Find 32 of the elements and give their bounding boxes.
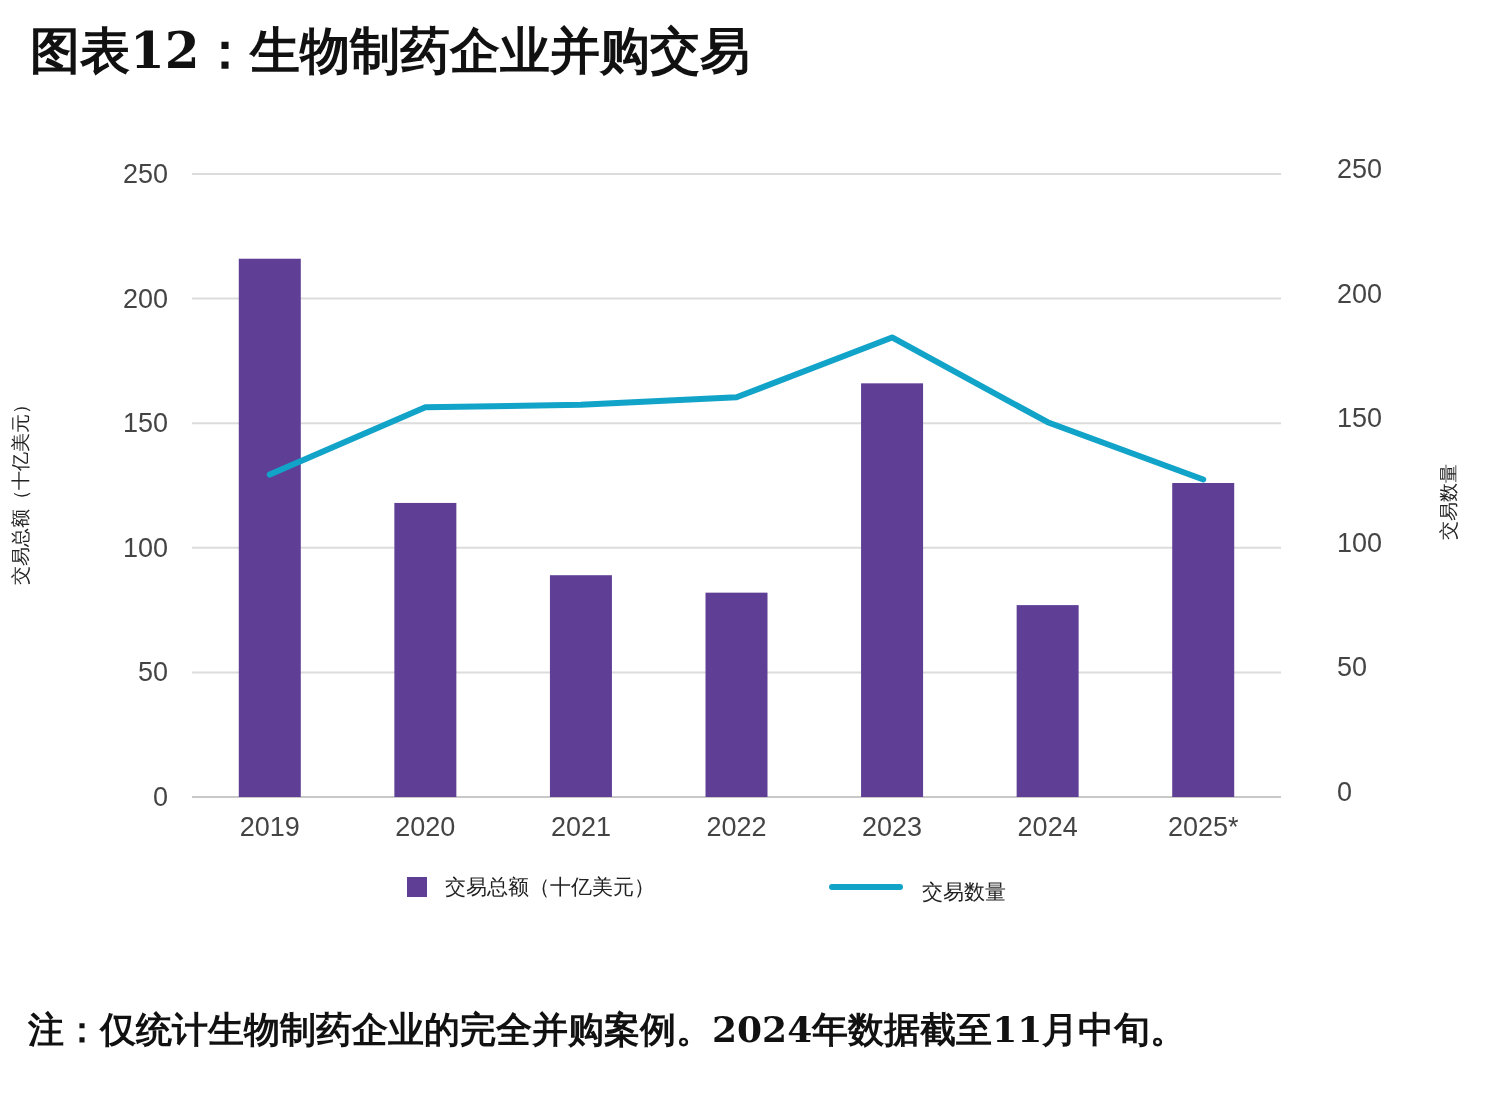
x-tick-label: 2019	[239, 812, 300, 842]
y2-tick-label: 200	[1337, 278, 1383, 309]
y2-tick-label: 150	[1337, 403, 1383, 434]
x-tick-label: 2024	[1017, 812, 1078, 842]
y2-tick-label: 250	[1337, 154, 1383, 184]
y-axis-title: 交易总额（十亿美元）	[10, 395, 31, 585]
y-tick-label: 200	[122, 283, 168, 314]
y2-axis-title: 交易数量	[1438, 464, 1459, 540]
bar	[238, 258, 301, 797]
bar	[1172, 483, 1235, 797]
y-tick-label: 100	[122, 532, 168, 563]
legend-label: 交易数量	[922, 880, 1006, 903]
bar	[394, 502, 457, 797]
bar	[861, 383, 924, 797]
x-tick-label: 2025*	[1167, 812, 1239, 842]
legend-label: 交易总额（十亿美元）	[445, 875, 655, 898]
x-tick-label: 2022	[706, 812, 767, 842]
text: 注：仅统计生物制药企业的完全并购案例。2024年数据截至11月中旬。	[28, 1007, 1188, 1052]
y2-tick-label: 50	[1337, 652, 1368, 683]
chart-title: 图表12：生物制药企业并购交易	[30, 20, 750, 82]
x-tick-label: 2021	[550, 812, 611, 842]
y-tick-label: 0	[152, 782, 168, 812]
y-tick-label: 150	[122, 408, 168, 439]
y2-tick-label: 0	[1337, 777, 1353, 807]
bar	[1016, 605, 1079, 797]
x-tick-label: 2023	[862, 812, 923, 842]
y-tick-label: 250	[122, 159, 168, 189]
y-tick-label: 50	[137, 657, 168, 688]
x-tick-label: 2020	[395, 812, 456, 842]
y2-tick-label: 100	[1337, 527, 1383, 558]
bar	[705, 592, 768, 797]
bar	[549, 575, 612, 797]
